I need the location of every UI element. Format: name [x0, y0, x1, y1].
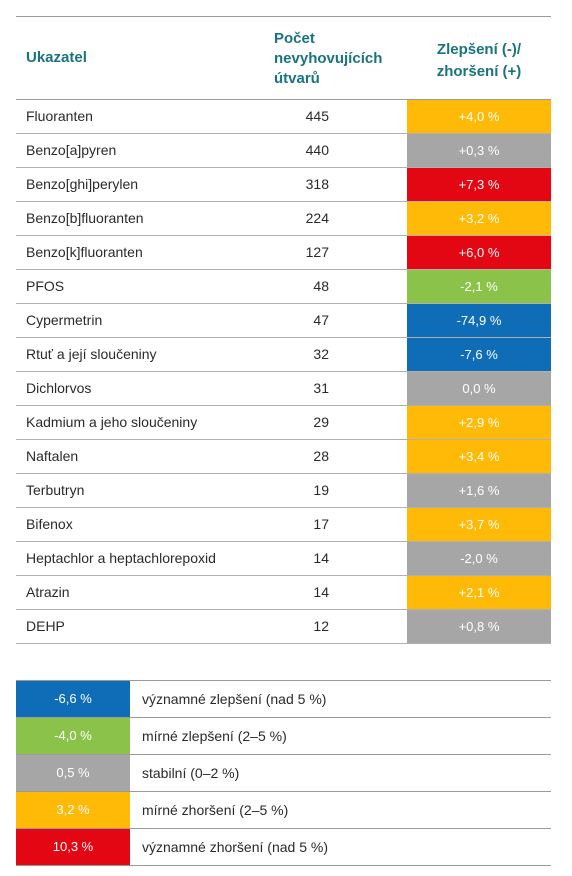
- legend-row: 0,5 % stabilní (0–2 %): [16, 755, 551, 792]
- legend-swatch: 3,2 %: [16, 792, 130, 828]
- row-change: +3,4 %: [407, 440, 551, 473]
- row-change: +0,3 %: [407, 134, 551, 167]
- color-legend: -6,6 % významné zlepšení (nad 5 %) -4,0 …: [16, 680, 551, 866]
- header-indicator: Ukazatel: [26, 49, 87, 66]
- table-row: Benzo[a]pyren 440 +0,3 %: [16, 134, 551, 168]
- row-change: +2,1 %: [407, 576, 551, 609]
- row-change: 0,0 %: [407, 372, 551, 405]
- row-indicator: Dichlorvos: [26, 380, 92, 396]
- row-count: 19: [313, 482, 329, 498]
- table-top-rule: [16, 16, 551, 17]
- row-indicator: Benzo[ghi]perylen: [26, 176, 139, 192]
- row-change: +7,3 %: [407, 168, 551, 201]
- table-body: Fluoranten 445 +4,0 % Benzo[a]pyren 440 …: [16, 100, 551, 644]
- row-indicator: DEHP: [26, 618, 65, 634]
- row-count: 28: [313, 448, 329, 464]
- row-count: 318: [305, 176, 329, 192]
- legend-label: stabilní (0–2 %): [142, 765, 240, 781]
- row-count: 32: [313, 346, 329, 362]
- table-row: Atrazin 14 +2,1 %: [16, 576, 551, 610]
- row-count: 440: [305, 142, 329, 158]
- row-change: +4,0 %: [407, 100, 551, 133]
- table-row: Benzo[k]fluoranten 127 +6,0 %: [16, 236, 551, 270]
- table-row: Terbutryn 19 +1,6 %: [16, 474, 551, 508]
- row-indicator: Cypermetrin: [26, 312, 103, 328]
- table-row: DEHP 12 +0,8 %: [16, 610, 551, 644]
- row-count: 29: [313, 414, 329, 430]
- row-indicator: Kadmium a jeho sloučeniny: [26, 414, 198, 430]
- row-change: -7,6 %: [407, 338, 551, 371]
- legend-row: 3,2 % mírné zhoršení (2–5 %): [16, 792, 551, 829]
- legend-label: významné zlepšení (nad 5 %): [142, 691, 327, 707]
- row-count: 445: [305, 108, 329, 124]
- table-row: Dichlorvos 31 0,0 %: [16, 372, 551, 406]
- table-row: Rtuť a její sloučeniny 32 -7,6 %: [16, 338, 551, 372]
- table-row: Naftalen 28 +3,4 %: [16, 440, 551, 474]
- row-change: +3,2 %: [407, 202, 551, 235]
- row-indicator: Rtuť a její sloučeniny: [26, 346, 157, 362]
- row-indicator: Benzo[a]pyren: [26, 142, 117, 158]
- row-indicator: Terbutryn: [26, 482, 85, 498]
- table-row: Heptachlor a heptachlorepoxid 14 -2,0 %: [16, 542, 551, 576]
- table-row: Cypermetrin 47 -74,9 %: [16, 304, 551, 338]
- legend-swatch: -4,0 %: [16, 718, 130, 754]
- row-change: -74,9 %: [407, 304, 551, 337]
- table-row: Benzo[b]fluoranten 224 +3,2 %: [16, 202, 551, 236]
- row-indicator: Naftalen: [26, 448, 79, 464]
- legend-label: mírné zlepšení (2–5 %): [142, 728, 287, 744]
- row-change: +3,7 %: [407, 508, 551, 541]
- row-indicator: Atrazin: [26, 584, 70, 600]
- table-row: Bifenox 17 +3,7 %: [16, 508, 551, 542]
- table-row: PFOS 48 -2,1 %: [16, 270, 551, 304]
- row-count: 224: [305, 210, 329, 226]
- header-change: Zlepšení (-)/ zhoršení (+): [436, 41, 522, 80]
- row-change: +2,9 %: [407, 406, 551, 439]
- legend-row: -4,0 % mírné zlepšení (2–5 %): [16, 718, 551, 755]
- table-row: Kadmium a jeho sloučeniny 29 +2,9 %: [16, 406, 551, 440]
- row-count: 14: [313, 550, 329, 566]
- row-count: 48: [313, 278, 329, 294]
- row-change: +0,8 %: [407, 610, 551, 643]
- legend-label: mírné zhoršení (2–5 %): [142, 802, 289, 818]
- row-count: 14: [313, 584, 329, 600]
- legend-row: -6,6 % významné zlepšení (nad 5 %): [16, 681, 551, 718]
- row-indicator: Benzo[b]fluoranten: [26, 210, 144, 226]
- row-change: -2,0 %: [407, 542, 551, 575]
- header-count: Počet nevyhovujících útvarů: [274, 30, 383, 87]
- row-change: +1,6 %: [407, 474, 551, 507]
- row-count: 47: [313, 312, 329, 328]
- row-change: +6,0 %: [407, 236, 551, 269]
- table-row: Fluoranten 445 +4,0 %: [16, 100, 551, 134]
- legend-swatch: 0,5 %: [16, 755, 130, 791]
- legend-swatch: -6,6 %: [16, 681, 130, 717]
- row-change: -2,1 %: [407, 270, 551, 303]
- row-indicator: Benzo[k]fluoranten: [26, 244, 143, 260]
- row-count: 17: [313, 516, 329, 532]
- row-indicator: Bifenox: [26, 516, 73, 532]
- legend-label: významné zhoršení (nad 5 %): [142, 839, 328, 855]
- row-indicator: Fluoranten: [26, 108, 93, 124]
- legend-swatch: 10,3 %: [16, 829, 130, 865]
- row-count: 31: [313, 380, 329, 396]
- row-indicator: Heptachlor a heptachlorepoxid: [26, 550, 216, 566]
- legend-row: 10,3 % významné zhoršení (nad 5 %): [16, 829, 551, 866]
- row-count: 127: [305, 244, 329, 260]
- row-count: 12: [313, 618, 329, 634]
- table-row: Benzo[ghi]perylen 318 +7,3 %: [16, 168, 551, 202]
- row-indicator: PFOS: [26, 278, 65, 294]
- table-header: Ukazatel Počet nevyhovujících útvarů Zle…: [16, 17, 551, 100]
